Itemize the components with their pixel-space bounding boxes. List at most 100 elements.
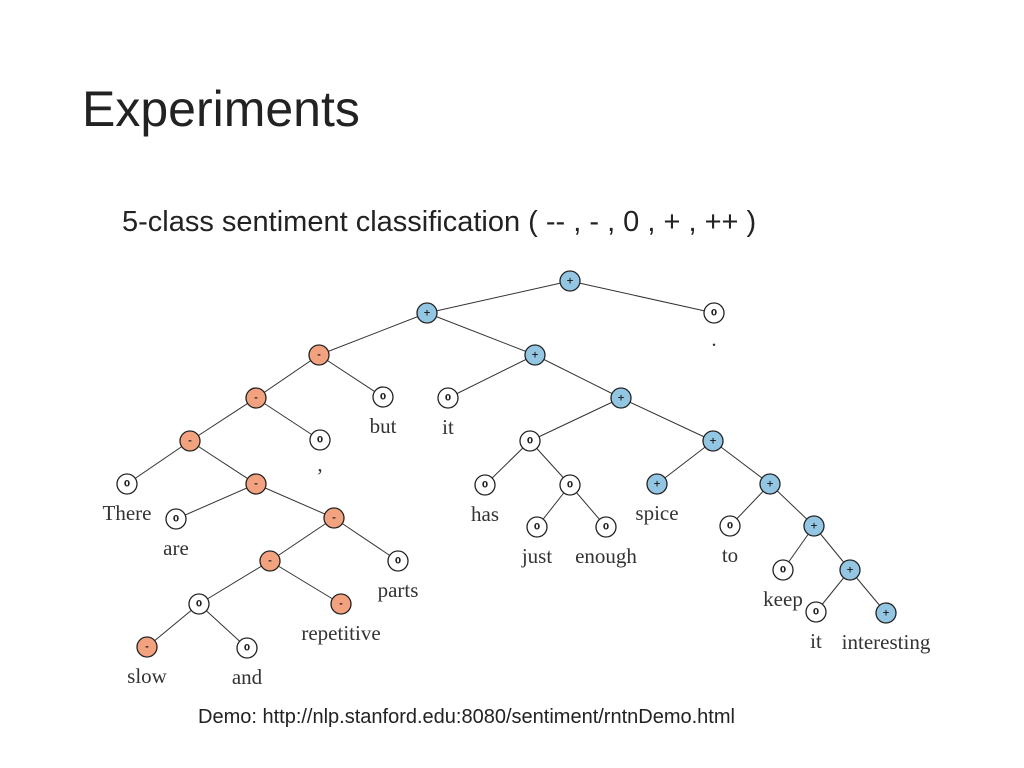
word-label: repetitive [301,621,380,645]
word-label: slow [127,664,168,688]
tree-node [559,474,581,496]
tree-node [165,508,187,530]
tree-node [245,473,267,495]
tree-node [803,515,825,537]
node-label: - [254,480,258,490]
tree-edge [189,440,257,485]
word-label: it [810,629,822,653]
tree-node [805,601,827,623]
node-label: 0 [534,523,540,533]
tree-node [416,302,438,324]
word-label: but [370,414,397,438]
word-label: it [442,415,454,439]
tree-node [259,550,281,572]
tree-node [759,473,781,495]
tree-node [474,474,496,496]
tree-node [387,550,409,572]
tree-edge [175,483,257,520]
tree-edge [569,280,715,314]
tree-node [372,386,394,408]
word-label: There [103,501,152,525]
word-label: spice [635,501,678,525]
node-label: 0 [380,393,386,403]
tree-node [519,430,541,452]
tree-node [559,270,581,292]
word-label: are [163,536,189,560]
tree-node [188,593,210,615]
tree-node [236,637,258,659]
node-label: 0 [482,481,488,491]
slide-subtitle: 5-class sentiment classification ( -- , … [122,206,757,238]
tree-edge [255,397,321,441]
node-label: 0 [445,394,451,404]
tree-node [308,344,330,366]
word-label: and [232,665,263,689]
node-label: - [145,643,149,653]
node-label: + [766,480,774,490]
tree-edge [620,397,714,442]
tree-edge [426,312,536,356]
tree-node [610,387,632,409]
tree-edge [534,354,622,399]
node-label: + [882,609,890,619]
node-label: 0 [603,523,609,533]
node-label: - [317,351,321,361]
tree-edge [333,517,399,562]
word-label: enough [575,544,637,568]
word-label: parts [378,578,419,602]
word-label: just [521,544,553,568]
tree-edge [318,354,384,398]
tree-node [330,593,352,615]
word-label: , [317,452,322,476]
node-label: - [339,600,343,610]
tree-edge [426,280,571,314]
node-label: 0 [711,309,717,319]
node-label: 0 [244,644,250,654]
node-label: 0 [780,566,786,576]
word-label: interesting [842,630,931,654]
node-label: 0 [124,480,130,490]
tree-edge [198,603,248,649]
tree-node [595,516,617,538]
tree-edge [656,440,714,485]
tree-node [245,387,267,409]
tree-edge [189,397,257,442]
tree-edge [529,397,622,442]
tree-node [116,473,138,495]
tree-node [646,473,668,495]
tree-node [772,559,794,581]
tree-edge [146,603,200,648]
tree-edge [269,517,335,562]
tree-edge [255,483,335,519]
node-label: + [423,309,431,319]
tree-edge [269,560,342,605]
node-label: 0 [395,557,401,567]
tree-node [323,507,345,529]
tree-node [702,430,724,452]
tree-edge [126,440,191,485]
node-label: + [617,394,625,404]
tree-node [309,429,331,451]
node-label: + [846,566,854,576]
tree-edge [255,354,320,399]
word-label: keep [763,587,803,611]
tree-edge [712,440,771,485]
tree-node [875,602,897,624]
tree-edge [318,312,428,356]
demo-link: Demo: http://nlp.stanford.edu:8080/senti… [198,706,735,728]
node-label: 0 [317,436,323,446]
node-label: - [332,514,336,524]
node-label: + [810,522,818,532]
tree-edge [447,354,536,399]
node-label: 0 [527,437,533,447]
slide-title: Experiments [82,81,360,137]
tree-node [179,430,201,452]
tree-node [524,344,546,366]
node-label: 0 [173,515,179,525]
tree-node [136,636,158,658]
tree-node [437,387,459,409]
node-label: + [531,351,539,361]
node-label: - [268,557,272,567]
tree-edge [198,560,271,605]
